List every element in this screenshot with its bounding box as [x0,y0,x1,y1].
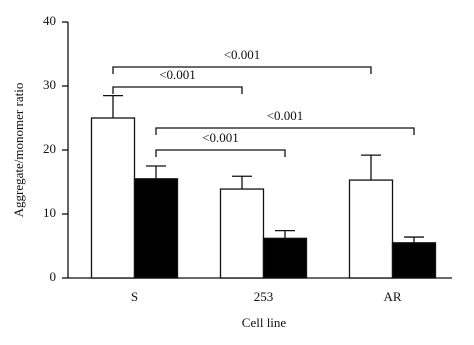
y-tick-label: 40 [43,13,56,28]
y-tick-label: 20 [43,141,56,156]
significance-label: <0.001 [159,67,196,82]
y-tick-label: 10 [43,205,56,220]
bar [348,179,394,279]
bar [391,242,437,279]
significance-label: <0.001 [202,130,239,145]
significance-bracket [155,127,415,135]
y-tick-label: 0 [50,269,57,284]
x-axis-label: Cell line [242,315,287,330]
bar [90,117,136,279]
bar [219,188,265,279]
significance-bracket [112,66,372,74]
y-axis-label: Aggregate/monomer ratio [11,83,26,218]
x-tick-label: AR [383,289,401,304]
y-tick-label: 30 [43,77,56,92]
significance-bracket [155,149,286,157]
bar [262,237,308,279]
x-tick-label: 253 [254,289,274,304]
x-tick-label: S [131,289,138,304]
bar [133,178,179,279]
significance-bracket [112,86,243,94]
significance-label: <0.001 [267,108,304,123]
significance-label: <0.001 [224,47,261,62]
